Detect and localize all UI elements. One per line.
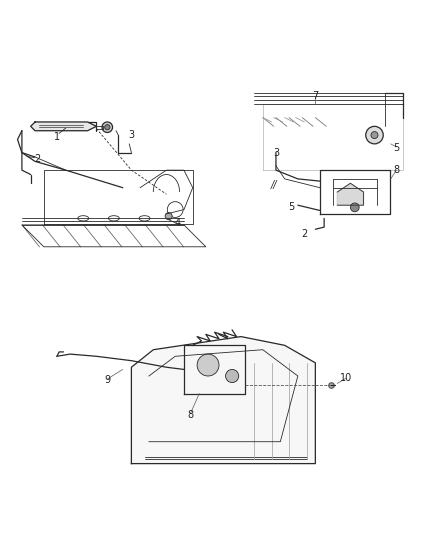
Circle shape: [105, 125, 110, 130]
Polygon shape: [131, 336, 315, 464]
Text: 1: 1: [54, 132, 60, 142]
Polygon shape: [31, 122, 96, 131]
Circle shape: [165, 213, 172, 220]
Text: 10: 10: [340, 373, 352, 383]
Circle shape: [371, 132, 378, 139]
Text: 8: 8: [393, 165, 399, 175]
Text: 4: 4: [174, 217, 180, 228]
Text: 5: 5: [288, 203, 294, 212]
Text: 2: 2: [301, 229, 307, 239]
Text: //: //: [271, 181, 277, 190]
Circle shape: [350, 203, 359, 212]
Circle shape: [102, 122, 113, 133]
Circle shape: [226, 369, 239, 383]
Text: 5: 5: [393, 143, 399, 154]
Text: 3: 3: [273, 148, 279, 158]
Text: 9: 9: [104, 375, 110, 385]
Circle shape: [197, 354, 219, 376]
Circle shape: [366, 126, 383, 144]
Text: 7: 7: [312, 91, 318, 101]
Text: 8: 8: [187, 410, 194, 421]
Polygon shape: [337, 183, 364, 205]
Text: 3: 3: [128, 130, 134, 140]
Text: 2: 2: [34, 154, 40, 164]
